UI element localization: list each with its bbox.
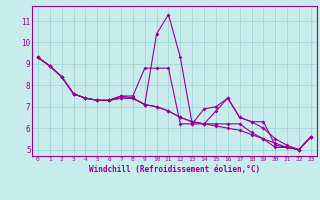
X-axis label: Windchill (Refroidissement éolien,°C): Windchill (Refroidissement éolien,°C) bbox=[89, 165, 260, 174]
